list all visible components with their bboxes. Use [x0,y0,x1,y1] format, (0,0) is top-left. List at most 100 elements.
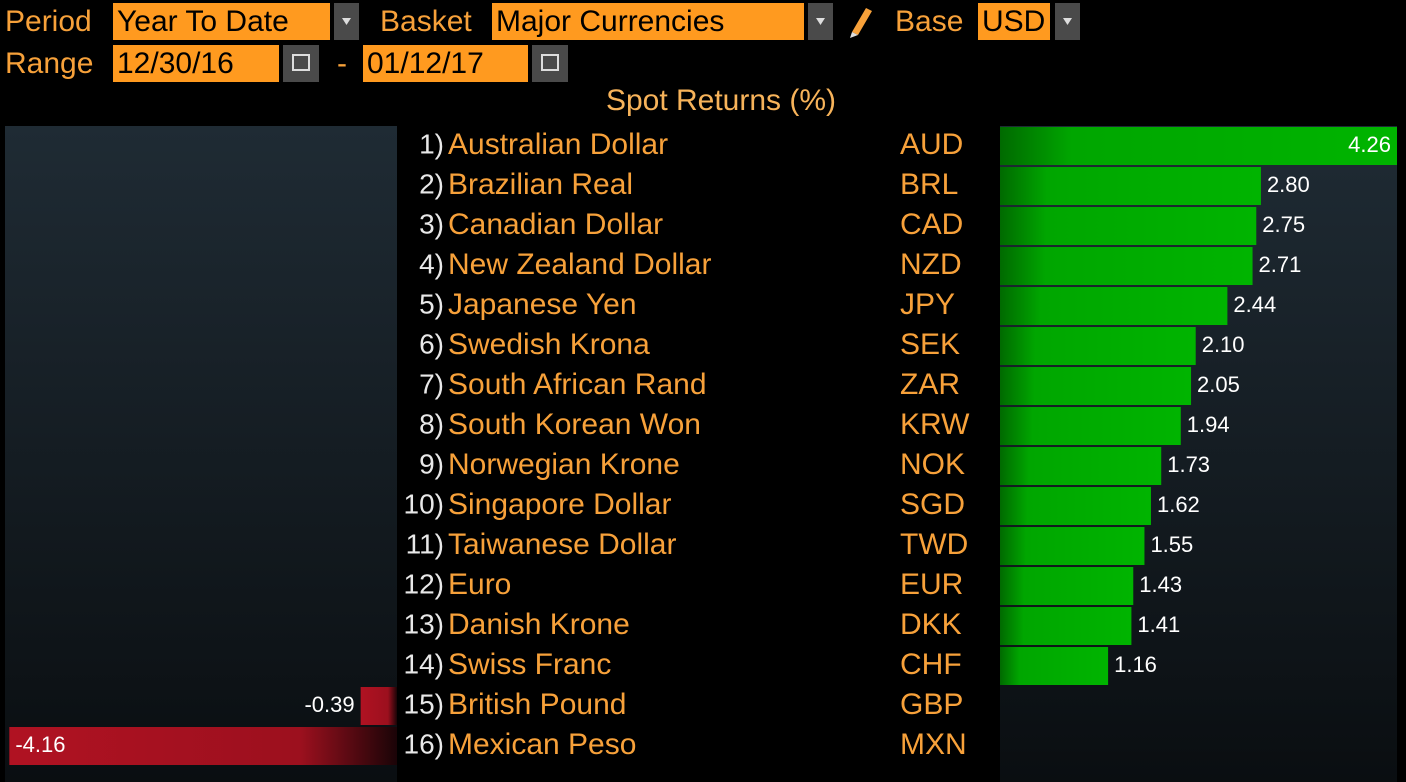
currency-code: TWD [900,528,968,561]
currency-code: CHF [900,648,962,681]
value-label: 2.44 [1233,292,1276,317]
currency-code: SGD [900,488,965,521]
currency-name: Mexican Peso [448,728,636,761]
rank: 10) [404,488,444,519]
bar [1000,287,1228,325]
value-label: -0.39 [304,692,354,717]
bar [1000,447,1162,485]
currency-name: Swedish Krona [448,328,650,361]
rank: 4) [419,248,444,279]
value-label: 2.80 [1267,172,1310,197]
bar [360,687,397,725]
dropdown-arrow [342,18,351,25]
bar [1000,607,1132,645]
base-field[interactable] [978,3,1050,40]
bar [1000,367,1192,405]
rank: 8) [419,408,444,439]
currency-name: New Zealand Dollar [448,248,711,281]
period-label: Period [5,5,92,38]
bar [1000,247,1253,285]
bar [1000,127,1397,165]
range-separator: - [337,47,347,80]
rank: 9) [419,448,444,479]
currency-code: BRL [900,168,958,201]
currency-name: South African Rand [448,368,707,401]
bar [1000,567,1134,605]
currency-code: DKK [900,608,962,641]
base-value: USD [982,5,1045,38]
currency-name: Euro [448,568,511,601]
rank: 11) [406,528,444,559]
currency-name: Australian Dollar [448,128,668,161]
currency-code: AUD [900,128,963,161]
period-value: Year To Date [117,5,289,38]
value-label: 1.43 [1139,572,1182,597]
bar [1000,487,1151,525]
value-label: 1.62 [1157,492,1200,517]
bar [1000,407,1181,445]
bar [1000,167,1261,205]
rank: 15) [404,688,444,719]
period-field[interactable] [113,3,330,40]
currency-code: MXN [900,728,967,761]
currency-name: South Korean Won [448,408,701,441]
currency-code: GBP [900,688,963,721]
currency-code: SEK [900,328,960,361]
rank: 1) [419,128,444,159]
currency-code: EUR [900,568,963,601]
currency-code: ZAR [900,368,960,401]
bar [9,727,398,765]
range-label: Range [5,47,93,80]
currency-name: British Pound [448,688,626,721]
currency-name: Singapore Dollar [448,488,671,521]
base-label: Base [895,5,963,38]
calendar-icon [541,54,559,71]
basket-field[interactable] [492,3,804,40]
currency-name: Norwegian Krone [448,448,680,481]
range-start: 12/30/16 [117,47,234,80]
calendar-icon [292,54,310,71]
basket-value: Major Currencies [496,5,724,38]
bar [1000,527,1145,565]
negative-panel [5,126,397,782]
currency-code: KRW [900,408,970,441]
rank: 3) [419,208,444,239]
range-end-field[interactable] [363,45,528,82]
currency-code: CAD [900,208,963,241]
range-start-field[interactable] [113,45,279,82]
calendar-button[interactable] [532,45,568,82]
value-label: 1.73 [1167,452,1210,477]
rank: 14) [404,648,444,679]
edit-icon[interactable] [850,8,872,38]
bar [1000,207,1257,245]
rank: 13) [404,608,444,639]
currency-code: NOK [900,448,965,481]
currency-name: Swiss Franc [448,648,611,681]
chart-title: Spot Returns (%) [606,84,836,117]
rank: 16) [404,728,444,759]
currency-name: Taiwanese Dollar [448,528,676,561]
rank: 7) [419,368,444,399]
currency-name: Brazilian Real [448,168,633,201]
dropdown-arrow [816,18,825,25]
value-label: 4.26 [1348,132,1391,157]
rank: 2) [419,168,444,199]
currency-name: Japanese Yen [448,288,637,321]
value-label: 2.71 [1259,252,1302,277]
calendar-button[interactable] [283,45,319,82]
currency-code: NZD [900,248,962,281]
value-label: 2.75 [1262,212,1305,237]
dropdown-arrow [1063,18,1072,25]
value-label: 2.05 [1197,372,1240,397]
value-label: 1.41 [1137,612,1180,637]
bar [1000,327,1196,365]
value-label: -4.16 [15,732,65,757]
rank: 6) [419,328,444,359]
value-label: 1.16 [1114,652,1157,677]
currency-name: Canadian Dollar [448,208,663,241]
rank: 12) [404,568,444,599]
basket-label: Basket [380,5,472,38]
value-label: 2.10 [1202,332,1245,357]
value-label: 1.94 [1187,412,1230,437]
